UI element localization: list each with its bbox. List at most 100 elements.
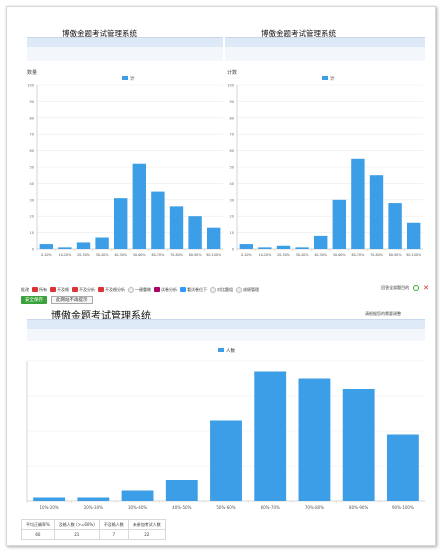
legend-swatch bbox=[322, 76, 328, 80]
radio-icon bbox=[210, 286, 216, 293]
x-tick-label: 30-40% bbox=[96, 253, 109, 257]
stats-header-pass: 及格人数 (>=60%) bbox=[53, 519, 100, 530]
bar bbox=[254, 371, 287, 501]
bar bbox=[276, 245, 291, 249]
y-tick-label: 10 bbox=[30, 231, 34, 235]
x-tick-label: 10%-20% bbox=[39, 505, 58, 510]
y-tick-label: 40 bbox=[30, 182, 34, 186]
toolbar-item-7[interactable]: 看试卷位下 bbox=[180, 287, 207, 293]
toolbar-item-8[interactable]: 对比题组 bbox=[210, 286, 233, 293]
analysis-icon bbox=[154, 287, 160, 292]
bar bbox=[295, 247, 309, 249]
action-buttons: 安全保存 此网站不再提示 bbox=[21, 296, 93, 304]
toolbar-item-6[interactable]: 试卷分析 bbox=[154, 287, 177, 293]
bar bbox=[210, 420, 242, 501]
y-tick-label: 0 bbox=[232, 248, 234, 252]
bar bbox=[342, 389, 375, 501]
bar bbox=[58, 247, 72, 249]
close-icon[interactable]: ✕ bbox=[423, 284, 429, 292]
bar bbox=[298, 378, 331, 501]
radio-icon bbox=[128, 286, 134, 293]
app-title-bottom: 博傲金题考试管理系统 bbox=[51, 311, 151, 322]
bar bbox=[188, 216, 202, 249]
x-tick-label: 30%-40% bbox=[128, 505, 147, 510]
y-tick-label: 60 bbox=[230, 149, 234, 153]
x-tick-label: 80%-90% bbox=[349, 505, 368, 510]
x-tick-label: 10-20% bbox=[259, 253, 272, 257]
screenshot-frame: 博傲金题考试管理系统 数量 计 100 90 80 70 60 50 40 30 20 10 0 0-1… bbox=[6, 6, 436, 546]
y-tick-label: 10 bbox=[230, 231, 234, 235]
toolbar-item-0[interactable]: 批改 bbox=[21, 286, 29, 292]
view-icon bbox=[180, 287, 186, 292]
save-button[interactable]: 安全保存 bbox=[21, 296, 47, 304]
chart2-ylabel: 计数 bbox=[227, 70, 238, 76]
stats-value-row: 60 21 7 22 bbox=[21, 529, 166, 540]
x-tick-label: 80-90% bbox=[389, 253, 402, 257]
stats-value-avg: 60 bbox=[21, 529, 55, 540]
x-tick-label: 90-100% bbox=[206, 253, 221, 257]
x-tick-label: 40-50% bbox=[114, 253, 127, 257]
bar bbox=[165, 480, 198, 501]
y-tick-label: 0 bbox=[32, 248, 34, 252]
bar bbox=[332, 199, 346, 249]
refresh-icon[interactable] bbox=[413, 285, 420, 291]
legend-label: 计 bbox=[130, 75, 135, 82]
bar bbox=[151, 191, 165, 249]
x-tick-label: 60-70% bbox=[152, 253, 165, 257]
x-tick-label: 70-80% bbox=[370, 253, 383, 257]
y-tick-label: 50 bbox=[230, 166, 234, 170]
x-tick-label: 30-40% bbox=[296, 253, 309, 257]
bar bbox=[407, 222, 421, 249]
toolbar-item-9[interactable]: 成绩管理 bbox=[236, 286, 259, 293]
red-flag-icon bbox=[72, 287, 78, 292]
y-tick-label: 90 bbox=[30, 100, 34, 104]
bar bbox=[258, 247, 272, 249]
stats-value-absent: 22 bbox=[127, 529, 166, 540]
x-tick-label: 40-50% bbox=[314, 253, 327, 257]
x-tick-label: 50%-60% bbox=[216, 505, 235, 510]
x-tick-label: 90%-100% bbox=[392, 505, 414, 510]
y-tick-label: 30 bbox=[30, 198, 34, 202]
stats-value-fail: 7 bbox=[98, 529, 129, 540]
bar bbox=[39, 244, 53, 249]
y-tick-label: 100 bbox=[227, 84, 234, 88]
toolbar-item-1[interactable]: 所有 bbox=[32, 287, 47, 293]
x-tick-label: 90-100% bbox=[406, 253, 421, 257]
bar bbox=[132, 163, 146, 249]
sub-bar-bottom bbox=[27, 329, 425, 341]
y-tick-label: 30 bbox=[230, 198, 234, 202]
bar bbox=[95, 237, 109, 249]
y-tick-label: 20 bbox=[230, 215, 234, 219]
toolbar-item-3[interactable]: 不及分析 bbox=[72, 287, 95, 293]
x-tick-label: 60-70% bbox=[352, 253, 365, 257]
y-tick-label: 100 bbox=[27, 84, 34, 88]
stats-header-row: 平均正确率% 及格人数 (>=60%) 不及格人数 未参加考试人数 bbox=[21, 519, 166, 530]
score-distribution-chart-3: 人数 10%-20% 20%-30% 30%-40% 40%-50% 50%-60% 60%… bbox=[26, 347, 425, 510]
x-tick-label: 10-20% bbox=[59, 253, 72, 257]
bar bbox=[388, 203, 402, 249]
dont-show-again-button[interactable]: 此网站不再提示 bbox=[51, 296, 93, 304]
y-tick-label: 50 bbox=[30, 166, 34, 170]
y-tick-label: 80 bbox=[230, 116, 234, 120]
grading-toolbar: 批改 所有 不及格 不及分析 不及格分析 一键重做 试卷分析 看试卷位下 bbox=[21, 285, 429, 294]
stats-header-fail: 不及格人数 bbox=[98, 519, 129, 530]
toolbar-item-4[interactable]: 不及格分析 bbox=[98, 287, 125, 293]
radio-icon bbox=[236, 286, 242, 293]
toolbar-item-2[interactable]: 不及格 bbox=[50, 287, 69, 293]
toolbar-item-5[interactable]: 一键重做 bbox=[128, 286, 151, 293]
toolbar-right-text: 回答全部题目的 bbox=[381, 285, 410, 290]
x-tick-label: 0-10% bbox=[41, 253, 52, 257]
x-tick-label: 50-60% bbox=[133, 253, 146, 257]
y-tick-label: 70 bbox=[230, 133, 234, 137]
bar bbox=[207, 227, 221, 249]
bar bbox=[77, 497, 110, 501]
bar bbox=[386, 434, 419, 501]
red-flag-icon bbox=[50, 287, 56, 292]
bar bbox=[33, 497, 66, 501]
bar bbox=[239, 244, 253, 249]
red-flag-icon bbox=[98, 287, 104, 292]
y-tick-label: 40 bbox=[230, 182, 234, 186]
x-tick-label: 20-30% bbox=[277, 253, 290, 257]
